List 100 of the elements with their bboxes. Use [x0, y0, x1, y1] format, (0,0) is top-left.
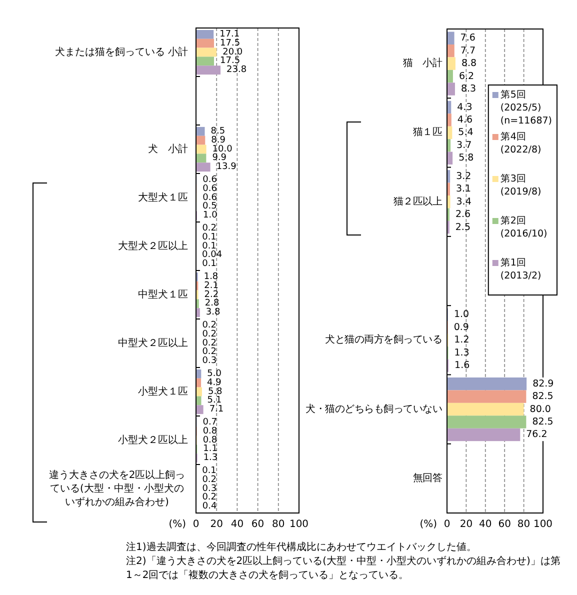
data-label: 6.2: [458, 70, 474, 82]
data-label: 1.8: [204, 272, 218, 282]
y-tick-label: 中型犬１匹: [138, 288, 188, 300]
data-label: 17.5: [220, 56, 240, 66]
data-label: 0.8: [202, 435, 218, 446]
data-label: 3.4: [456, 196, 472, 208]
y-tick-label: 猫 小計: [403, 57, 442, 70]
text: 注1)過去調査は、今回調査の性年代構成比にあわせてウエイトバックした値。: [126, 541, 476, 553]
data-label: 5.4: [458, 127, 474, 138]
data-label: 0.8: [202, 426, 218, 436]
data-label: 5.8: [208, 386, 223, 397]
legend-label: 第4回 (2022/8): [500, 130, 542, 156]
data-label: 0.2: [202, 338, 217, 348]
data-label: 0.2: [202, 223, 217, 234]
data-label: 7.1: [209, 404, 224, 415]
data-label: 2.6: [455, 209, 471, 220]
x-tick-label: 0: [444, 519, 450, 530]
y-tick-label: 違う大きさの犬を2匹以上飼っている(大型・中型・小型犬のいずれかの組み合わせ): [48, 468, 186, 508]
y-tick-label: 犬・猫のどちらも飼っていない: [306, 402, 442, 415]
data-label: 82.5: [532, 391, 554, 402]
data-label: 13.9: [216, 162, 237, 172]
y-tick-label: 猫１匹: [412, 127, 442, 138]
data-label: 76.2: [526, 429, 548, 440]
legend-label: 第5回 (2025/5) (n=11687): [500, 88, 552, 126]
data-label: 9.9: [212, 153, 227, 164]
data-label: 10.0: [212, 144, 233, 154]
y-tick-label: 大型犬２匹以上: [118, 240, 188, 252]
y-tick-label: 猫２匹以上: [393, 195, 442, 208]
data-label: 20.0: [222, 47, 243, 58]
data-label: 0.2: [202, 492, 217, 503]
y-tick-label: 小型犬２匹以上: [118, 434, 188, 446]
data-label: 17.5: [220, 38, 240, 48]
y-tick-label: 小型犬１匹: [138, 385, 188, 398]
data-label: 1.3: [454, 347, 470, 358]
data-label: 0.4: [202, 502, 217, 512]
x-axis-title: (%): [420, 519, 438, 530]
data-label: 23.8: [226, 65, 247, 76]
x-tick-label: 100: [533, 519, 553, 530]
data-label: 2.1: [204, 280, 218, 291]
data-label: 3.8: [206, 308, 220, 318]
data-label: 8.9: [211, 135, 226, 146]
data-label: 0.2: [202, 474, 217, 485]
data-label: 82.9: [532, 378, 554, 390]
data-label: 8.8: [461, 58, 477, 70]
data-label: 3.7: [456, 140, 472, 151]
data-label: 0.6: [202, 174, 218, 185]
data-label: 0.3: [202, 484, 217, 494]
legend-label: 第2回 (2016/10): [500, 214, 548, 240]
data-label: 0.9: [454, 322, 469, 333]
data-label: 2.2: [204, 290, 219, 300]
data-label: 0.6: [202, 184, 218, 194]
x-tick-label: 80: [272, 519, 285, 530]
y-tick-label: 中型犬２匹以上: [118, 336, 188, 349]
data-label: 5.8: [458, 152, 474, 164]
data-label: 80.0: [530, 404, 551, 415]
legend-label: 第3回 (2019/8): [500, 172, 542, 198]
data-label: 2.8: [204, 298, 220, 309]
data-label: 17.1: [220, 29, 240, 40]
data-label: 4.6: [457, 114, 473, 126]
y-tick-label: 大型犬１匹: [138, 191, 188, 204]
data-label: 0.2: [202, 347, 217, 358]
data-label: 1.1: [203, 444, 218, 454]
data-label: 0.3: [202, 356, 217, 366]
data-label: 0.1: [202, 466, 216, 476]
data-label: 0.5: [202, 202, 217, 212]
data-label: 0.04: [202, 250, 222, 260]
data-label: 7.6: [460, 32, 476, 44]
x-tick-label: 60: [498, 519, 511, 530]
data-label: 1.6: [454, 360, 470, 372]
x-tick-label: 20: [460, 519, 473, 530]
data-label: 5.0: [207, 368, 222, 379]
data-label: 8.3: [460, 84, 476, 95]
data-label: 0.2: [202, 329, 217, 340]
data-label: 4.9: [207, 378, 222, 388]
y-tick-label: 無回答: [412, 472, 442, 484]
data-label: 1.2: [454, 334, 470, 346]
x-tick-label: 60: [251, 519, 264, 530]
x-tick-label: 0: [192, 519, 200, 530]
data-label: 2.5: [455, 222, 471, 233]
x-axis-title: (%): [168, 519, 186, 530]
data-label: 8.5: [210, 126, 226, 136]
y-tick-label: 犬 小計: [148, 142, 188, 155]
data-label: 82.5: [532, 416, 554, 428]
y-tick-label: 犬または猫を飼っている 小計: [54, 46, 188, 58]
data-label: 1.0: [454, 309, 470, 320]
legend-label: 第1回 (2013/2): [500, 256, 542, 282]
data-label: 1.0: [203, 210, 218, 221]
data-label: 3.2: [456, 170, 472, 182]
data-label: 5.1: [207, 396, 222, 406]
x-tick-label: 80: [517, 519, 530, 530]
data-label: 3.1: [456, 184, 472, 195]
data-label: 4.3: [457, 102, 472, 113]
x-tick-label: 100: [289, 519, 309, 530]
text: 注2)「違う大きさの犬を2匹以上飼っている(大型・中型・小型犬のいずれかの組み合わせ)」は第1～2回では「複数の大きさの犬を飼っている」となっている。: [126, 555, 560, 581]
x-tick-label: 40: [479, 519, 492, 530]
data-label: 1.3: [203, 453, 218, 464]
data-label: 0.1: [202, 241, 216, 252]
x-tick-label: 20: [210, 519, 223, 530]
data-label: 7.7: [460, 45, 476, 56]
y-tick-label: 犬と猫の両方を飼っている: [325, 334, 442, 346]
